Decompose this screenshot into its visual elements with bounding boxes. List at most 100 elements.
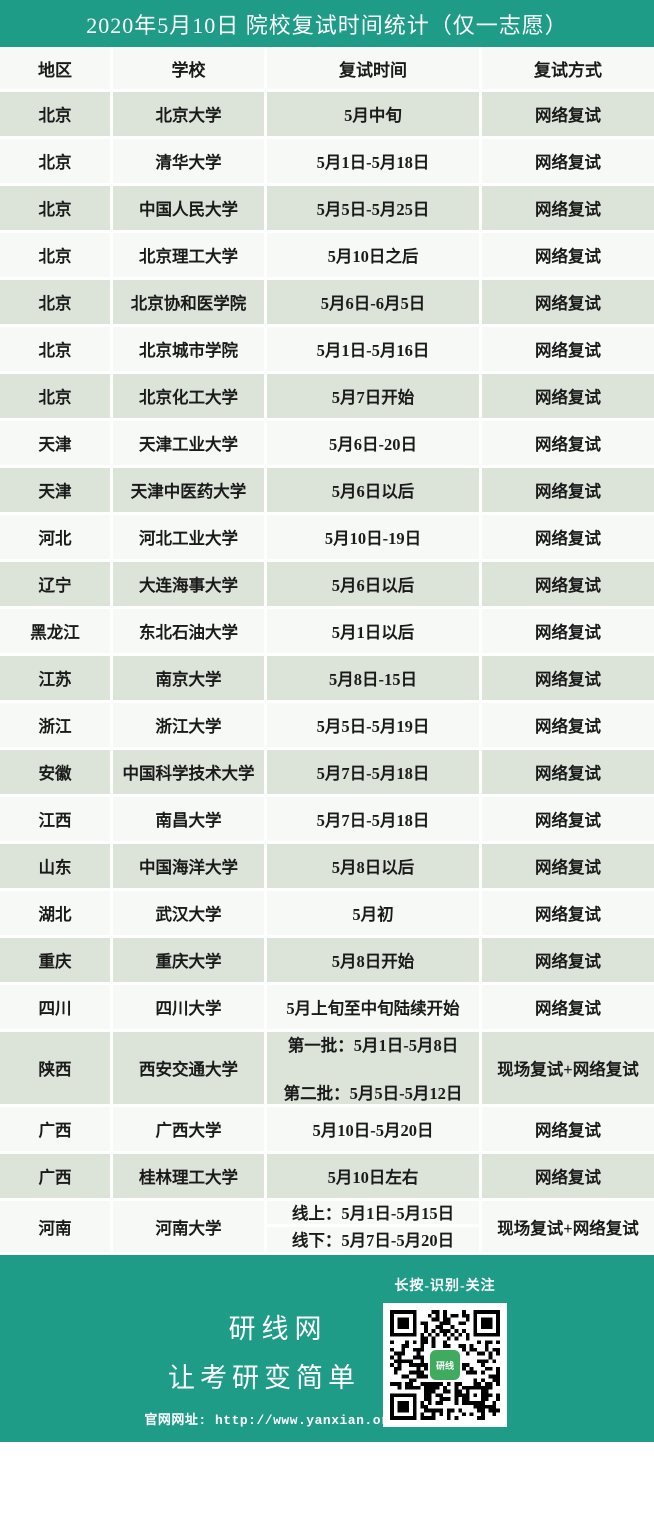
- table-row: 山东 中国海洋大学 5月8日以后 网络复试: [0, 844, 654, 891]
- cell-mode: 网络复试: [482, 609, 654, 656]
- cell-time: 5月7日-5月18日: [267, 750, 482, 797]
- cell-time: 5月1日-5月18日: [267, 139, 482, 186]
- cell-mode: 现场复试+网络复试: [482, 1032, 654, 1107]
- qr-logo: 研线: [428, 1348, 462, 1382]
- cell-school: 北京化工大学: [113, 374, 267, 421]
- cell-time: 线上：5月1日-5月15日线下：5月7日-5月20日: [267, 1201, 482, 1255]
- page-title: 2020年5月10日 院校复试时间统计（仅一志愿）: [0, 0, 654, 47]
- qr-code[interactable]: 研线: [383, 1303, 507, 1427]
- cell-time: 5月10日左右: [267, 1154, 482, 1201]
- table-row: 辽宁 大连海事大学 5月6日以后 网络复试: [0, 562, 654, 609]
- table-row: 广西 广西大学 5月10日-5月20日 网络复试: [0, 1107, 654, 1154]
- table-row: 江苏 南京大学 5月8日-15日 网络复试: [0, 656, 654, 703]
- cell-time: 5月5日-5月25日: [267, 186, 482, 233]
- table-row: 四川 四川大学 5月上旬至中旬陆续开始 网络复试: [0, 985, 654, 1032]
- cell-region: 天津: [0, 421, 113, 468]
- cell-time: 5月8日以后: [267, 844, 482, 891]
- cell-mode: 网络复试: [482, 938, 654, 985]
- cell-time: 5月10日-19日: [267, 515, 482, 562]
- cell-region: 河北: [0, 515, 113, 562]
- cell-region: 北京: [0, 139, 113, 186]
- cell-school: 河北工业大学: [113, 515, 267, 562]
- table-row: 黑龙江 东北石油大学 5月1日以后 网络复试: [0, 609, 654, 656]
- cell-school: 广西大学: [113, 1107, 267, 1154]
- cell-time-online: 线上：5月1日-5月15日: [267, 1201, 479, 1227]
- cell-school: 中国海洋大学: [113, 844, 267, 891]
- col-header-time: 复试时间: [267, 47, 482, 92]
- cell-mode: 网络复试: [482, 233, 654, 280]
- cell-mode: 网络复试: [482, 515, 654, 562]
- cell-region: 天津: [0, 468, 113, 515]
- cell-region: 北京: [0, 374, 113, 421]
- cell-time: 第一批：5月1日-5月8日 第二批：5月5日-5月12日: [267, 1032, 482, 1107]
- cell-school: 中国科学技术大学: [113, 750, 267, 797]
- table-row: 浙江 浙江大学 5月5日-5月19日 网络复试: [0, 703, 654, 750]
- table-row: 北京 北京理工大学 5月10日之后 网络复试: [0, 233, 654, 280]
- cell-school: 重庆大学: [113, 938, 267, 985]
- cell-region: 陕西: [0, 1032, 113, 1107]
- table-row: 湖北 武汉大学 5月初 网络复试: [0, 891, 654, 938]
- brand-slogan: 让考研变简单: [168, 1363, 360, 1393]
- cell-mode: 网络复试: [482, 468, 654, 515]
- cell-region: 广西: [0, 1154, 113, 1201]
- cell-school: 桂林理工大学: [113, 1154, 267, 1201]
- qr-code-image: [390, 1310, 500, 1420]
- cell-mode: 网络复试: [482, 374, 654, 421]
- cell-region: 辽宁: [0, 562, 113, 609]
- cell-region: 山东: [0, 844, 113, 891]
- table-row: 北京 清华大学 5月1日-5月18日 网络复试: [0, 139, 654, 186]
- table-header-row: 地区 学校 复试时间 复试方式: [0, 47, 654, 92]
- cell-mode: 网络复试: [482, 139, 654, 186]
- table-row: 重庆 重庆大学 5月8日开始 网络复试: [0, 938, 654, 985]
- cell-school: 西安交通大学: [113, 1032, 267, 1107]
- cell-time: 5月6日以后: [267, 562, 482, 609]
- cell-mode: 网络复试: [482, 703, 654, 750]
- cell-mode: 现场复试+网络复试: [482, 1201, 654, 1255]
- cell-mode: 网络复试: [482, 1107, 654, 1154]
- table-row: 广西 桂林理工大学 5月10日左右 网络复试: [0, 1154, 654, 1201]
- table-body: 北京 北京大学 5月中旬 网络复试 北京 清华大学 5月1日-5月18日 网络复试 北京 中国人民…: [0, 92, 654, 1255]
- cell-school: 南京大学: [113, 656, 267, 703]
- cell-region: 黑龙江: [0, 609, 113, 656]
- cell-time-line1: 第一批：5月1日-5月8日: [287, 1036, 459, 1055]
- cell-region: 湖北: [0, 891, 113, 938]
- cell-school: 东北石油大学: [113, 609, 267, 656]
- brand-site: 官网网址: http://www.yanxian.org: [144, 1413, 398, 1428]
- cell-mode: 网络复试: [482, 562, 654, 609]
- cell-region: 北京: [0, 280, 113, 327]
- cell-mode: 网络复试: [482, 750, 654, 797]
- cell-time: 5月1日以后: [267, 609, 482, 656]
- cell-region: 北京: [0, 233, 113, 280]
- cell-time: 5月8日开始: [267, 938, 482, 985]
- cell-region: 北京: [0, 327, 113, 374]
- cell-time: 5月6日-20日: [267, 421, 482, 468]
- cell-school: 四川大学: [113, 985, 267, 1032]
- cell-region: 浙江: [0, 703, 113, 750]
- table-row: 北京 中国人民大学 5月5日-5月25日 网络复试: [0, 186, 654, 233]
- cell-mode: 网络复试: [482, 844, 654, 891]
- cell-mode: 网络复试: [482, 421, 654, 468]
- table-row: 北京 北京城市学院 5月1日-5月16日 网络复试: [0, 327, 654, 374]
- table-row: 天津 天津中医药大学 5月6日以后 网络复试: [0, 468, 654, 515]
- cell-mode: 网络复试: [482, 985, 654, 1032]
- cell-school: 清华大学: [113, 139, 267, 186]
- cell-school: 北京理工大学: [113, 233, 267, 280]
- cell-time: 5月初: [267, 891, 482, 938]
- cell-time: 5月6日-6月5日: [267, 280, 482, 327]
- brand-block: 研线网 让考研变简单 官网网址: http://www.yanxian.org: [144, 1307, 408, 1428]
- table-row: 北京 北京化工大学 5月7日开始 网络复试: [0, 374, 654, 421]
- table-row: 河北 河北工业大学 5月10日-19日 网络复试: [0, 515, 654, 562]
- cell-mode: 网络复试: [482, 280, 654, 327]
- cell-time-offline: 线下：5月7日-5月20日: [291, 1231, 455, 1251]
- cell-region: 江西: [0, 797, 113, 844]
- table-row: 天津 天津工业大学 5月6日-20日 网络复试: [0, 421, 654, 468]
- cell-region: 北京: [0, 92, 113, 139]
- cell-school: 天津中医药大学: [113, 468, 267, 515]
- cell-school: 大连海事大学: [113, 562, 267, 609]
- cell-school: 北京城市学院: [113, 327, 267, 374]
- cell-mode: 网络复试: [482, 656, 654, 703]
- cell-time: 5月7日开始: [267, 374, 482, 421]
- cell-time: 5月中旬: [267, 92, 482, 139]
- cell-school: 北京协和医学院: [113, 280, 267, 327]
